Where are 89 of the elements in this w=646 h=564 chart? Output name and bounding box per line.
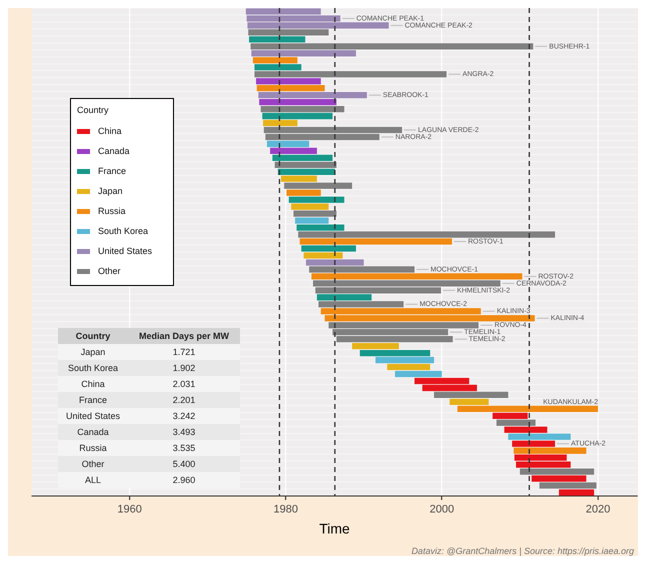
bar [496,420,536,426]
annotation: ALL [84,474,102,487]
annotation: 1.902 [172,362,196,375]
bar [316,294,372,300]
bar [278,168,335,175]
bar [539,482,596,489]
bar [252,57,298,64]
bar [520,468,594,475]
bar [352,342,399,350]
legend-label: Other [98,266,121,276]
legend-label: Russia [98,206,126,216]
annotation: United States [64,410,122,423]
bar [250,43,534,50]
annotation: 3.535 [172,442,196,455]
bar [298,231,556,238]
legend-label: France [98,166,126,176]
bar [304,252,343,259]
annotation: 5.400 [172,458,196,471]
bar [558,489,594,496]
bar [457,406,598,412]
bar [300,238,452,245]
annotation: Japan [80,346,106,359]
bar [532,475,586,482]
bar [492,412,528,419]
bar [306,259,364,266]
annotation: Country [74,330,112,343]
annotation: Median Days per MW [138,330,230,343]
bar [272,154,333,162]
bar [256,85,325,92]
bar [256,78,321,84]
annotation: Russia [78,442,108,455]
annotation: 1.721 [172,346,196,359]
bar [284,182,352,189]
bar [288,196,344,203]
bar [286,190,321,196]
bar [291,204,329,210]
bar [311,273,522,280]
annotation: China [80,378,106,391]
bar [387,364,430,370]
annotation: 3.493 [172,426,196,439]
annotation: 2.960 [172,474,196,487]
bar [281,176,317,182]
annotation: 3.242 [172,410,196,423]
bar [254,71,447,78]
bar [514,448,586,454]
bar [249,36,306,43]
bar [274,162,336,168]
bar [260,106,344,112]
bar [296,224,344,231]
bar [508,434,571,440]
legend-label: United States [98,246,152,256]
bar [309,266,415,273]
annotation: South Korea [66,362,120,375]
bar [375,356,434,364]
x-tick-label: 1980 [273,504,298,516]
x-axis-title: Time [319,520,350,536]
bar [360,350,430,356]
legend-label: China [98,126,122,136]
bar [262,112,333,120]
x-tick-label: 2020 [586,504,610,516]
annotation: 2.031 [172,378,196,391]
x-tick-label: 2000 [430,504,454,516]
bar [251,50,356,56]
bar [450,398,489,406]
legend-title: Country [77,105,110,115]
annotation: Other [80,458,106,471]
bar [295,217,329,224]
annotation: France [78,394,108,407]
text: Dataviz: @GrantChalmers | Source: https://pris.iaea.org [411,546,634,556]
legend-label: South Korea [98,226,148,236]
bar [504,426,548,433]
annotation: 2.201 [172,394,196,407]
bar [248,29,329,36]
x-tick-label: 1960 [117,504,142,516]
bar [294,210,336,217]
legend-label: Japan [98,186,123,196]
bar [258,92,367,98]
bar [301,245,356,252]
bar [263,120,298,126]
bar [254,64,302,70]
bar [270,148,317,154]
bar [318,301,404,308]
annotation: Canada [76,426,110,439]
bar [259,98,336,106]
bar [395,370,442,378]
bar [266,140,310,148]
bar [512,440,556,447]
bar [434,392,508,398]
legend-label: Canada [98,146,130,156]
